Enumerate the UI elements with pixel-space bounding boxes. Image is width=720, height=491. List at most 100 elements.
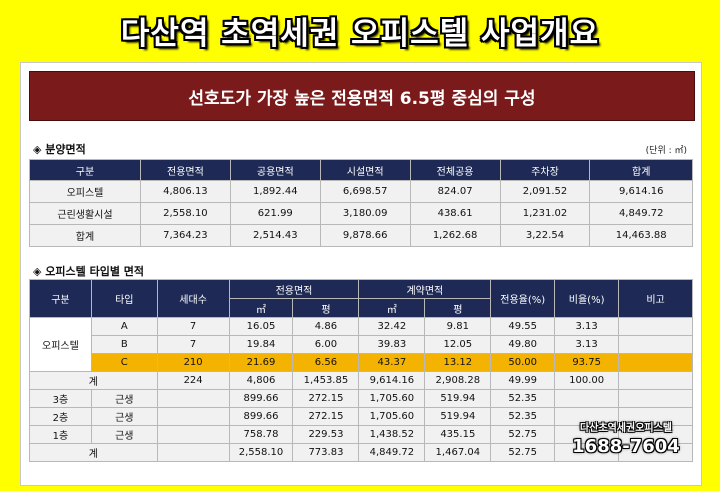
- table-cell: 6.00: [292, 335, 360, 354]
- table-cell: 1,231.02: [499, 202, 591, 225]
- table-cell: 758.78: [228, 425, 294, 444]
- column-header: 전용율(%): [490, 279, 556, 318]
- table-cell: 52.75: [490, 425, 556, 444]
- table-cell: [618, 335, 693, 354]
- table-cell: 근린생활시설: [29, 202, 141, 225]
- table-cell: 2,091.52: [499, 180, 591, 203]
- column-subheader: 평: [292, 298, 360, 318]
- table-cell: 3.13: [554, 335, 620, 354]
- column-header: 구분: [29, 279, 92, 318]
- table-cell: 16.05: [228, 317, 294, 336]
- table-cell: C: [90, 353, 158, 372]
- table-cell: 1,892.44: [229, 180, 321, 203]
- column-header: 주차장: [499, 159, 591, 181]
- table-cell: 오피스텔: [29, 317, 92, 372]
- column-header: 전체공용: [409, 159, 501, 181]
- table-cell: 14,463.88: [589, 224, 693, 247]
- section-type-area-title: ◈ 오피스텔 타입별 면적: [33, 265, 145, 278]
- table-subheader-row: ㎡ 평 ㎡ 평: [30, 298, 693, 318]
- table-row-subtotal: 계 224 4,806 1,453.85 9,614.16 2,908.28 4…: [29, 371, 693, 390]
- table-cell: 32.42: [358, 317, 426, 336]
- table-row-total: 합계 7,364.23 2,514.43 9,878.66 1,262.68 3…: [29, 224, 693, 247]
- table-cell: 1,705.60: [358, 389, 426, 408]
- table-cell: 4.86: [292, 317, 360, 336]
- table-cell: 100.00: [554, 371, 620, 390]
- table-cell: 6.56: [292, 353, 360, 372]
- column-subheader: ㎡: [358, 298, 426, 318]
- table-cell: 9.81: [424, 317, 492, 336]
- table-cell: 43.37: [358, 353, 426, 372]
- table-cell: 오피스텔: [29, 180, 141, 203]
- column-header: 합계: [589, 159, 693, 181]
- table-cell: A: [90, 317, 158, 336]
- sales-area-table: 구분 전용면적 공용면적 시설면적 전체공용 주차장 합계 오피스텔 4,806…: [29, 159, 693, 247]
- table-cell: 50.00: [490, 353, 556, 372]
- table-cell: 12.05: [424, 335, 492, 354]
- table-cell: 2층: [29, 407, 92, 426]
- table-cell: 2,514.43: [229, 224, 321, 247]
- table-row-total: 계 2,558.10 773.83 4,849.72 1,467.04 52.7…: [29, 443, 693, 462]
- table-cell: 7,364.23: [139, 224, 231, 247]
- table-cell: 435.15: [424, 425, 492, 444]
- table-cell: 93.75: [554, 353, 620, 372]
- table-cell: 6,698.57: [319, 180, 411, 203]
- table-cell: 49.55: [490, 317, 556, 336]
- table-cell: 1,467.04: [424, 443, 492, 462]
- table-cell: 39.83: [358, 335, 426, 354]
- table-cell: [156, 443, 230, 462]
- table-row: 2층 근생 899.66 272.15 1,705.60 519.94 52.3…: [29, 407, 693, 426]
- table-cell: [618, 371, 693, 390]
- table-cell: 9,878.66: [319, 224, 411, 247]
- table-cell: 계: [29, 371, 158, 390]
- table-row: 오피스텔 4,806.13 1,892.44 6,698.57 824.07 2…: [29, 180, 693, 203]
- unit-label: (단위 : ㎡): [645, 146, 687, 156]
- table-cell: 229.53: [292, 425, 360, 444]
- table-cell: 1,262.68: [409, 224, 501, 247]
- table-cell: 210: [156, 353, 230, 372]
- table-cell: 2,908.28: [424, 371, 492, 390]
- table-cell: 4,849.72: [358, 443, 426, 462]
- column-subheader: 평: [424, 298, 492, 318]
- column-header: 타입: [90, 279, 158, 318]
- table-cell: 49.80: [490, 335, 556, 354]
- table-cell: 근생: [90, 407, 158, 426]
- table-row: 1층 근생 758.78 229.53 1,438.52 435.15 52.7…: [29, 425, 693, 444]
- table-cell: 1,453.85: [292, 371, 360, 390]
- table-cell: 272.15: [292, 389, 360, 408]
- table-cell: 49.99: [490, 371, 556, 390]
- table-cell: [618, 317, 693, 336]
- table-cell: 2,558.10: [228, 443, 294, 462]
- column-header: 비고: [618, 279, 693, 318]
- table-cell: 21.69: [228, 353, 294, 372]
- column-header: 공용면적: [229, 159, 321, 181]
- table-cell: [156, 407, 230, 426]
- table-cell: 9,614.16: [589, 180, 693, 203]
- table-cell: 19.84: [228, 335, 294, 354]
- table-cell: [554, 389, 620, 408]
- table-row-highlighted: C 210 21.69 6.56 43.37 13.12 50.00 93.75: [30, 353, 693, 372]
- table-cell: 52.35: [490, 407, 556, 426]
- table-cell: 9,614.16: [358, 371, 426, 390]
- table-cell: 621.99: [229, 202, 321, 225]
- contact-name: 다산초역세권오피스텔: [580, 423, 672, 434]
- table-cell: 272.15: [292, 407, 360, 426]
- section-sales-area-title: ◈ 분양면적: [33, 143, 86, 156]
- table-row: 근린생활시설 2,558.10 621.99 3,180.09 438.61 1…: [29, 202, 693, 225]
- table-row: B 7 19.84 6.00 39.83 12.05 49.80 3.13: [30, 335, 693, 354]
- table-cell: 근생: [90, 389, 158, 408]
- page-title: 다산역 초역세권 오피스텔 사업개요: [120, 16, 600, 52]
- type-area-table: 구분 타입 세대수 전용면적 계약면적 전용율(%) 비율(%) 비고 ㎡ 평 …: [29, 279, 693, 462]
- contact-watermark: 다산초역세권오피스텔 1688-7604: [557, 419, 695, 457]
- table-cell: 7: [156, 335, 230, 354]
- table-cell: 3.13: [554, 317, 620, 336]
- table-cell: 계: [29, 443, 158, 462]
- table-cell: 899.66: [228, 407, 294, 426]
- table-cell: [156, 389, 230, 408]
- table-cell: [618, 389, 693, 408]
- table-cell: 899.66: [228, 389, 294, 408]
- column-header: 전용면적: [139, 159, 231, 181]
- contact-phone: 1688-7604: [572, 436, 680, 457]
- headline-banner: 선호도가 가장 높은 전용면적 6.5평 중심의 구성: [29, 71, 695, 121]
- table-header-row: 구분 타입 세대수 전용면적 계약면적 전용율(%) 비율(%) 비고: [29, 279, 693, 318]
- table-row: 3층 근생 899.66 272.15 1,705.60 519.94 52.3…: [29, 389, 693, 408]
